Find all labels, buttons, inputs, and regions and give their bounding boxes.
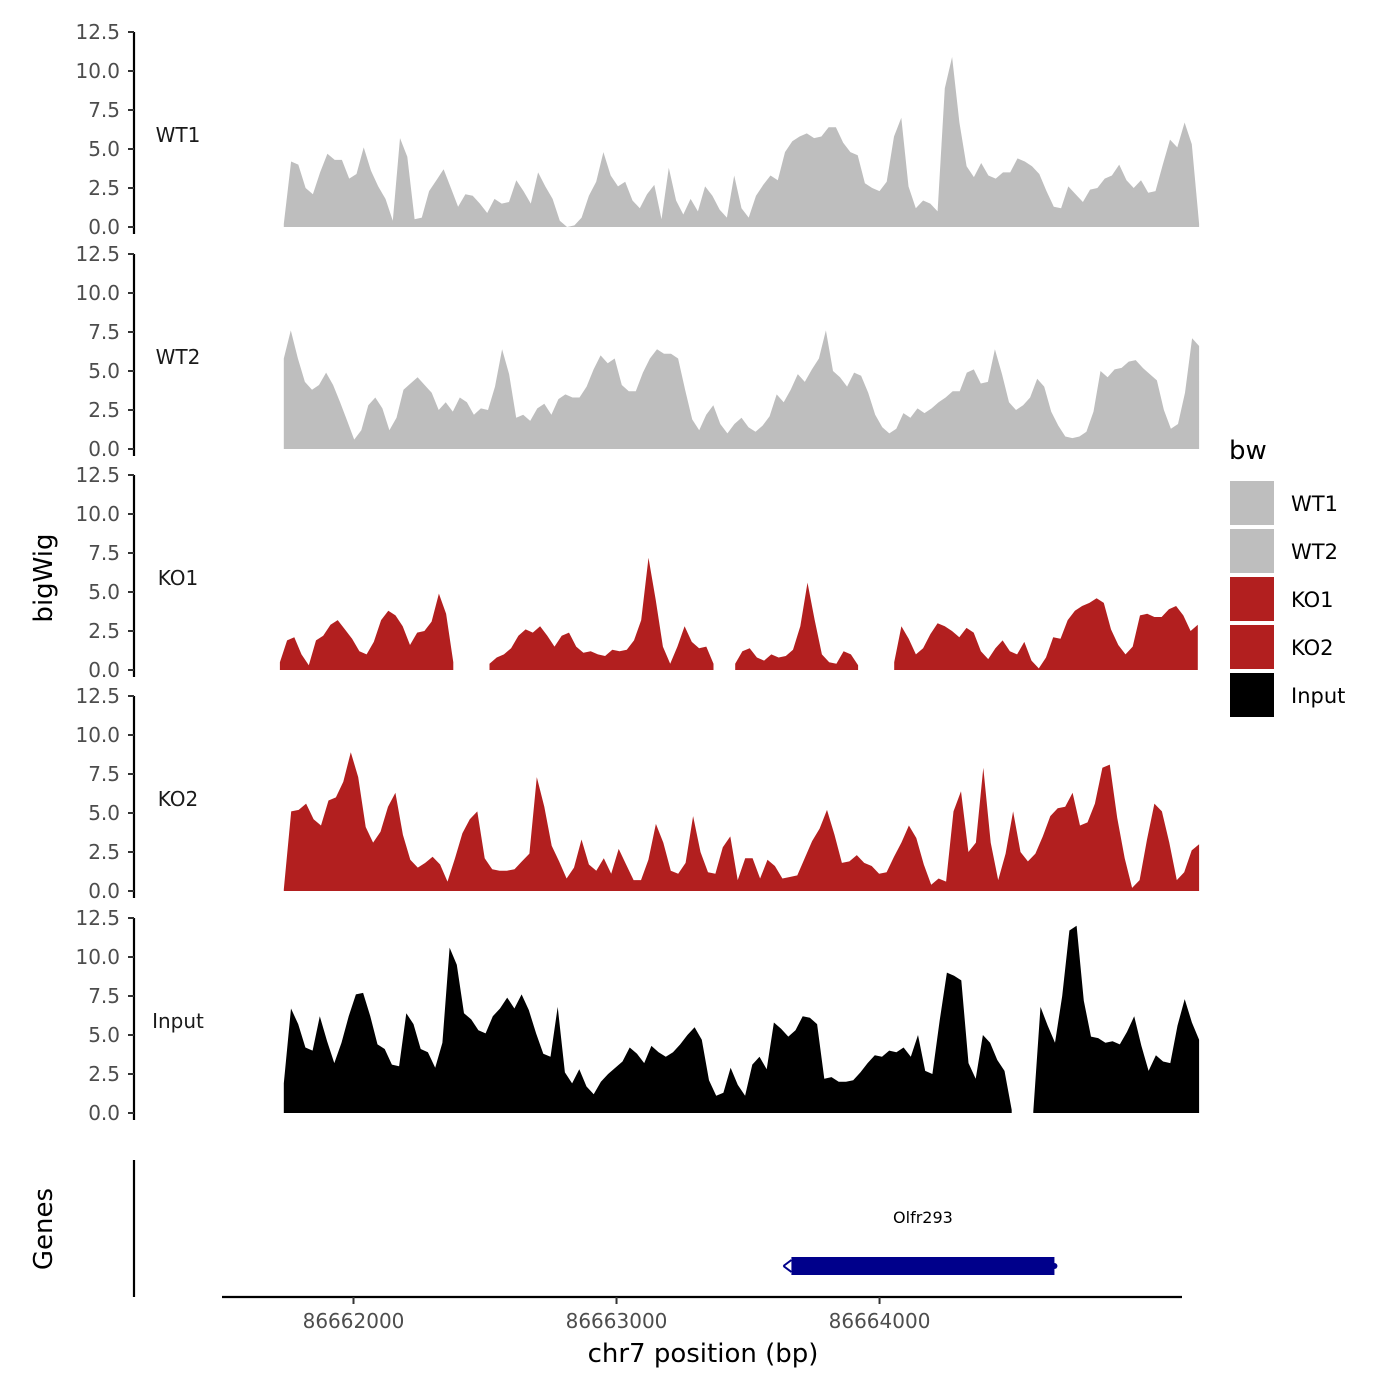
track-label: KO2 [158,787,199,811]
legend-item-ko1: KO1 [1230,577,1334,621]
y-tick-label: 7.5 [88,98,120,122]
y-tick-label: 5.0 [88,1023,120,1047]
track-label: WT1 [156,123,201,147]
y-tick-label: 2.5 [88,1062,120,1086]
y-tick-label: 5.0 [88,137,120,161]
y-tick-label: 7.5 [88,541,120,565]
y-tick-label: 0.0 [88,658,120,682]
y-tick-label: 2.5 [88,619,120,643]
genes-panel: Olfr293 [132,1160,1058,1297]
y-tick-label: 2.5 [88,176,120,200]
y-tick-label: 7.5 [88,762,120,786]
y-tick-label: 2.5 [88,840,120,864]
y-tick-label: 5.0 [88,801,120,825]
x-tick-label: 86662000 [303,1309,405,1333]
y-tick-label: 7.5 [88,984,120,1008]
legend-item-ko2: KO2 [1230,625,1334,669]
coverage-area-wt1 [283,57,1200,227]
y-tick-label: 10.0 [75,281,120,305]
legend-label: KO2 [1291,636,1334,660]
legend-label: Input [1291,684,1345,708]
coverage-area-ko1 [735,582,859,670]
y-tick-label: 10.0 [75,723,120,747]
legend-swatch [1230,625,1274,669]
genes-axis-title: Genes [29,1188,59,1270]
coverage-area-ko1 [894,598,1198,670]
legend-swatch [1230,577,1274,621]
y-tick-label: 0.0 [88,437,120,461]
x-tick-label: 86663000 [566,1309,668,1333]
coverage-tracks: 0.0 2.5 5.0 7.5 10.0 12.5 WT1 0.0 2.5 5.0 7.5 10.0 1… [75,20,1200,1125]
coverage-area-ko1 [279,593,454,670]
legend: WT1 WT2 KO1 KO2 Input [1230,481,1345,717]
legend-label: WT1 [1291,492,1338,516]
legend-swatch [1230,481,1274,525]
y-tick-label: 10.0 [75,59,120,83]
coverage-area-input [1033,925,1200,1113]
y-tick-label: 2.5 [88,398,120,422]
coverage-area-wt2 [283,330,1200,449]
y-tick-label: 12.5 [75,463,120,487]
y-tick-label: 10.0 [75,945,120,969]
y-tick-label: 0.0 [88,1101,120,1125]
y-tick-label: 12.5 [75,684,120,708]
y-tick-label: 12.5 [75,242,120,266]
y-tick-label: 0.0 [88,879,120,903]
legend-item-wt1: WT1 [1230,481,1338,525]
x-axis: 86662000 86663000 86664000 [222,1295,1182,1333]
y-tick-label: 10.0 [75,502,120,526]
y-tick-label: 7.5 [88,320,120,344]
y-axis-title: bigWig [29,533,59,622]
legend-item-input: Input [1230,673,1345,717]
legend-title: bw [1229,436,1267,466]
y-tick-label: 12.5 [75,906,120,930]
track-wt2: 0.0 2.5 5.0 7.5 10.0 12.5 WT2 [75,242,1200,461]
y-tick-label: 5.0 [88,359,120,383]
track-input: 0.0 2.5 5.0 7.5 10.0 12.5 Input [75,906,1200,1125]
legend-item-wt2: WT2 [1230,529,1338,573]
x-tick-label: 86664000 [829,1309,931,1333]
legend-label: KO1 [1291,588,1334,612]
legend-swatch [1230,529,1274,573]
strand-arrow [782,1259,793,1273]
track-ko2: 0.0 2.5 5.0 7.5 10.0 12.5 KO2 [75,684,1200,903]
gene-body [791,1257,1055,1275]
legend-swatch [1230,673,1274,717]
y-tick-label: 0.0 [88,215,120,239]
gene-label: Olfr293 [893,1208,953,1227]
x-axis-title: chr7 position (bp) [588,1339,819,1369]
track-ko1: 0.0 2.5 5.0 7.5 10.0 12.5 KO1 [75,463,1198,682]
track-label: Input [152,1009,204,1033]
coverage-area-ko2 [283,752,1200,891]
track-label: WT2 [156,345,201,369]
gene-end-cap [1051,1263,1058,1269]
legend-label: WT2 [1291,540,1338,564]
gene-olfr293: Olfr293 [782,1208,1058,1275]
track-wt1: 0.0 2.5 5.0 7.5 10.0 12.5 WT1 [75,20,1200,239]
coverage-area-ko1 [489,557,714,670]
y-tick-label: 12.5 [75,20,120,44]
track-label: KO1 [158,566,199,590]
coverage-area-input [283,947,1012,1113]
y-tick-label: 5.0 [88,580,120,604]
